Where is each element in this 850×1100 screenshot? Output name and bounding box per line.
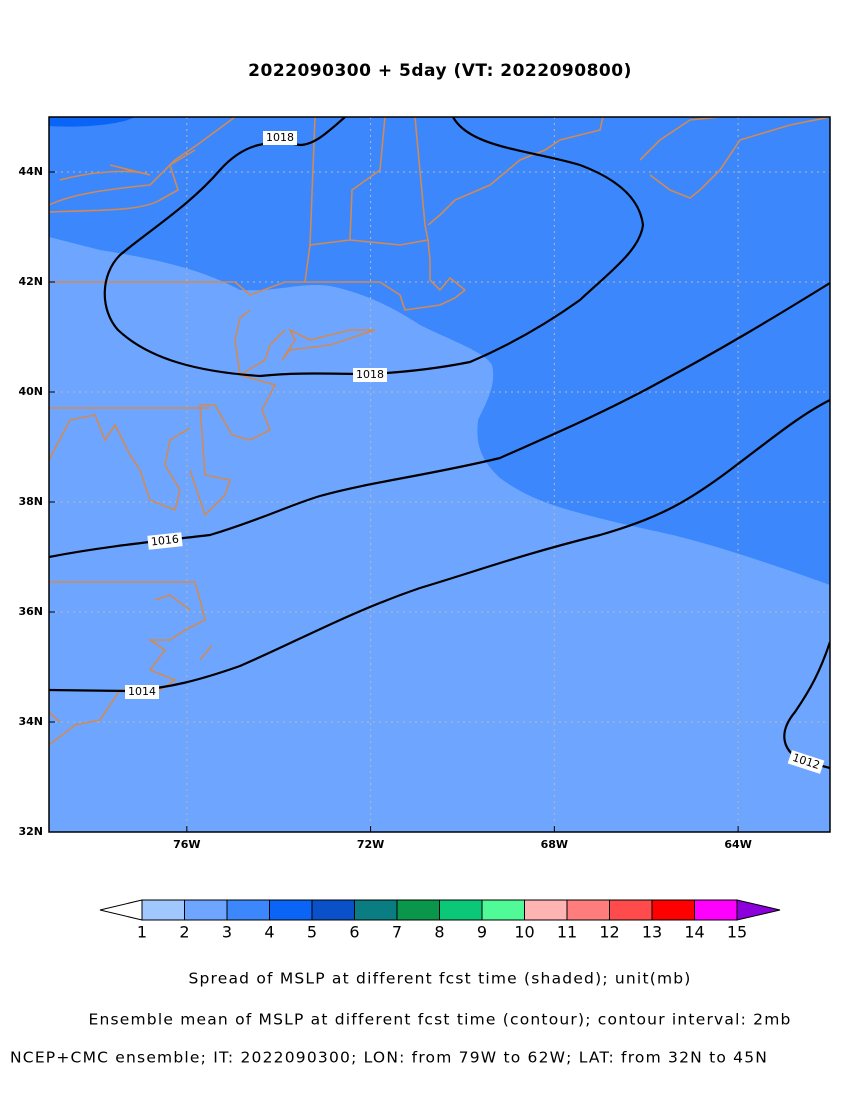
caption: NCEP+CMC ensemble; IT: 2022090300; LON: … xyxy=(10,1049,768,1067)
contour-label: 1014 xyxy=(128,685,156,698)
colorbar-label: 15 xyxy=(727,923,747,942)
coastlines xyxy=(49,117,830,746)
y-tick-label: 40N xyxy=(18,385,43,398)
colorbar-box xyxy=(226,899,270,921)
colorbar-box xyxy=(184,899,228,921)
y-tick-label: 44N xyxy=(18,165,43,178)
colorbar-label: 12 xyxy=(599,923,619,942)
colorbar-label: 5 xyxy=(307,923,317,942)
colorbar-label: 6 xyxy=(349,923,359,942)
contour-line xyxy=(49,399,830,693)
contour-line xyxy=(49,282,830,559)
x-tick-label: 76W xyxy=(173,838,200,851)
chart-title: 2022090300 + 5day (VT: 2022090800) xyxy=(248,61,632,81)
colorbar-label: 3 xyxy=(222,923,232,942)
shading xyxy=(49,237,830,832)
caption: Ensemble mean of MSLP at different fcst … xyxy=(88,1011,791,1029)
colorbar-under xyxy=(99,899,143,921)
y-tick-label: 34N xyxy=(18,715,43,728)
map-frame xyxy=(48,116,831,833)
x-tick-label: 64W xyxy=(724,838,751,851)
colorbar-label: 4 xyxy=(264,923,274,942)
colorbar-label: 1 xyxy=(137,923,147,942)
colorbar-box xyxy=(694,899,738,921)
colorbar-label: 10 xyxy=(514,923,534,942)
contour-label: 1016 xyxy=(150,533,179,549)
contour-line xyxy=(103,117,645,378)
colorbar-box xyxy=(396,899,440,921)
x-tick-label: 72W xyxy=(357,838,384,851)
colorbar-label: 13 xyxy=(642,923,662,942)
shading xyxy=(49,117,135,127)
colorbar-label: 7 xyxy=(392,923,402,942)
colorbar-box xyxy=(566,899,610,921)
colorbar-box xyxy=(439,899,483,921)
colorbar-label: 2 xyxy=(179,923,189,942)
colorbar-box xyxy=(141,899,185,921)
colorbar-box xyxy=(609,899,653,921)
y-tick-label: 38N xyxy=(18,495,43,508)
contour-labels: 1018 1018 1016 1014 1012 xyxy=(125,131,825,774)
colorbar-box xyxy=(269,899,313,921)
y-tick-label: 36N xyxy=(18,605,43,618)
colorbar-over xyxy=(736,899,781,921)
x-tick-label: 68W xyxy=(541,838,568,851)
colorbar-label: 11 xyxy=(557,923,577,942)
y-tick-label: 42N xyxy=(18,275,43,288)
colorbar-box xyxy=(311,899,355,921)
colorbar-box xyxy=(481,899,525,921)
map: 1018 1018 1016 1014 1012 xyxy=(49,117,830,832)
colorbar-label: 9 xyxy=(477,923,487,942)
y-tick-label: 32N xyxy=(18,825,43,838)
colorbar-box xyxy=(524,899,568,921)
colorbar-box xyxy=(354,899,398,921)
caption: Spread of MSLP at different fcst time (s… xyxy=(188,970,691,988)
contour-line xyxy=(783,641,830,770)
colorbar-label: 14 xyxy=(684,923,704,942)
contour-label: 1018 xyxy=(356,368,384,381)
colorbar-label: 8 xyxy=(434,923,444,942)
contour-label: 1018 xyxy=(266,131,294,144)
grid xyxy=(49,117,830,832)
colorbar-box xyxy=(651,899,695,921)
